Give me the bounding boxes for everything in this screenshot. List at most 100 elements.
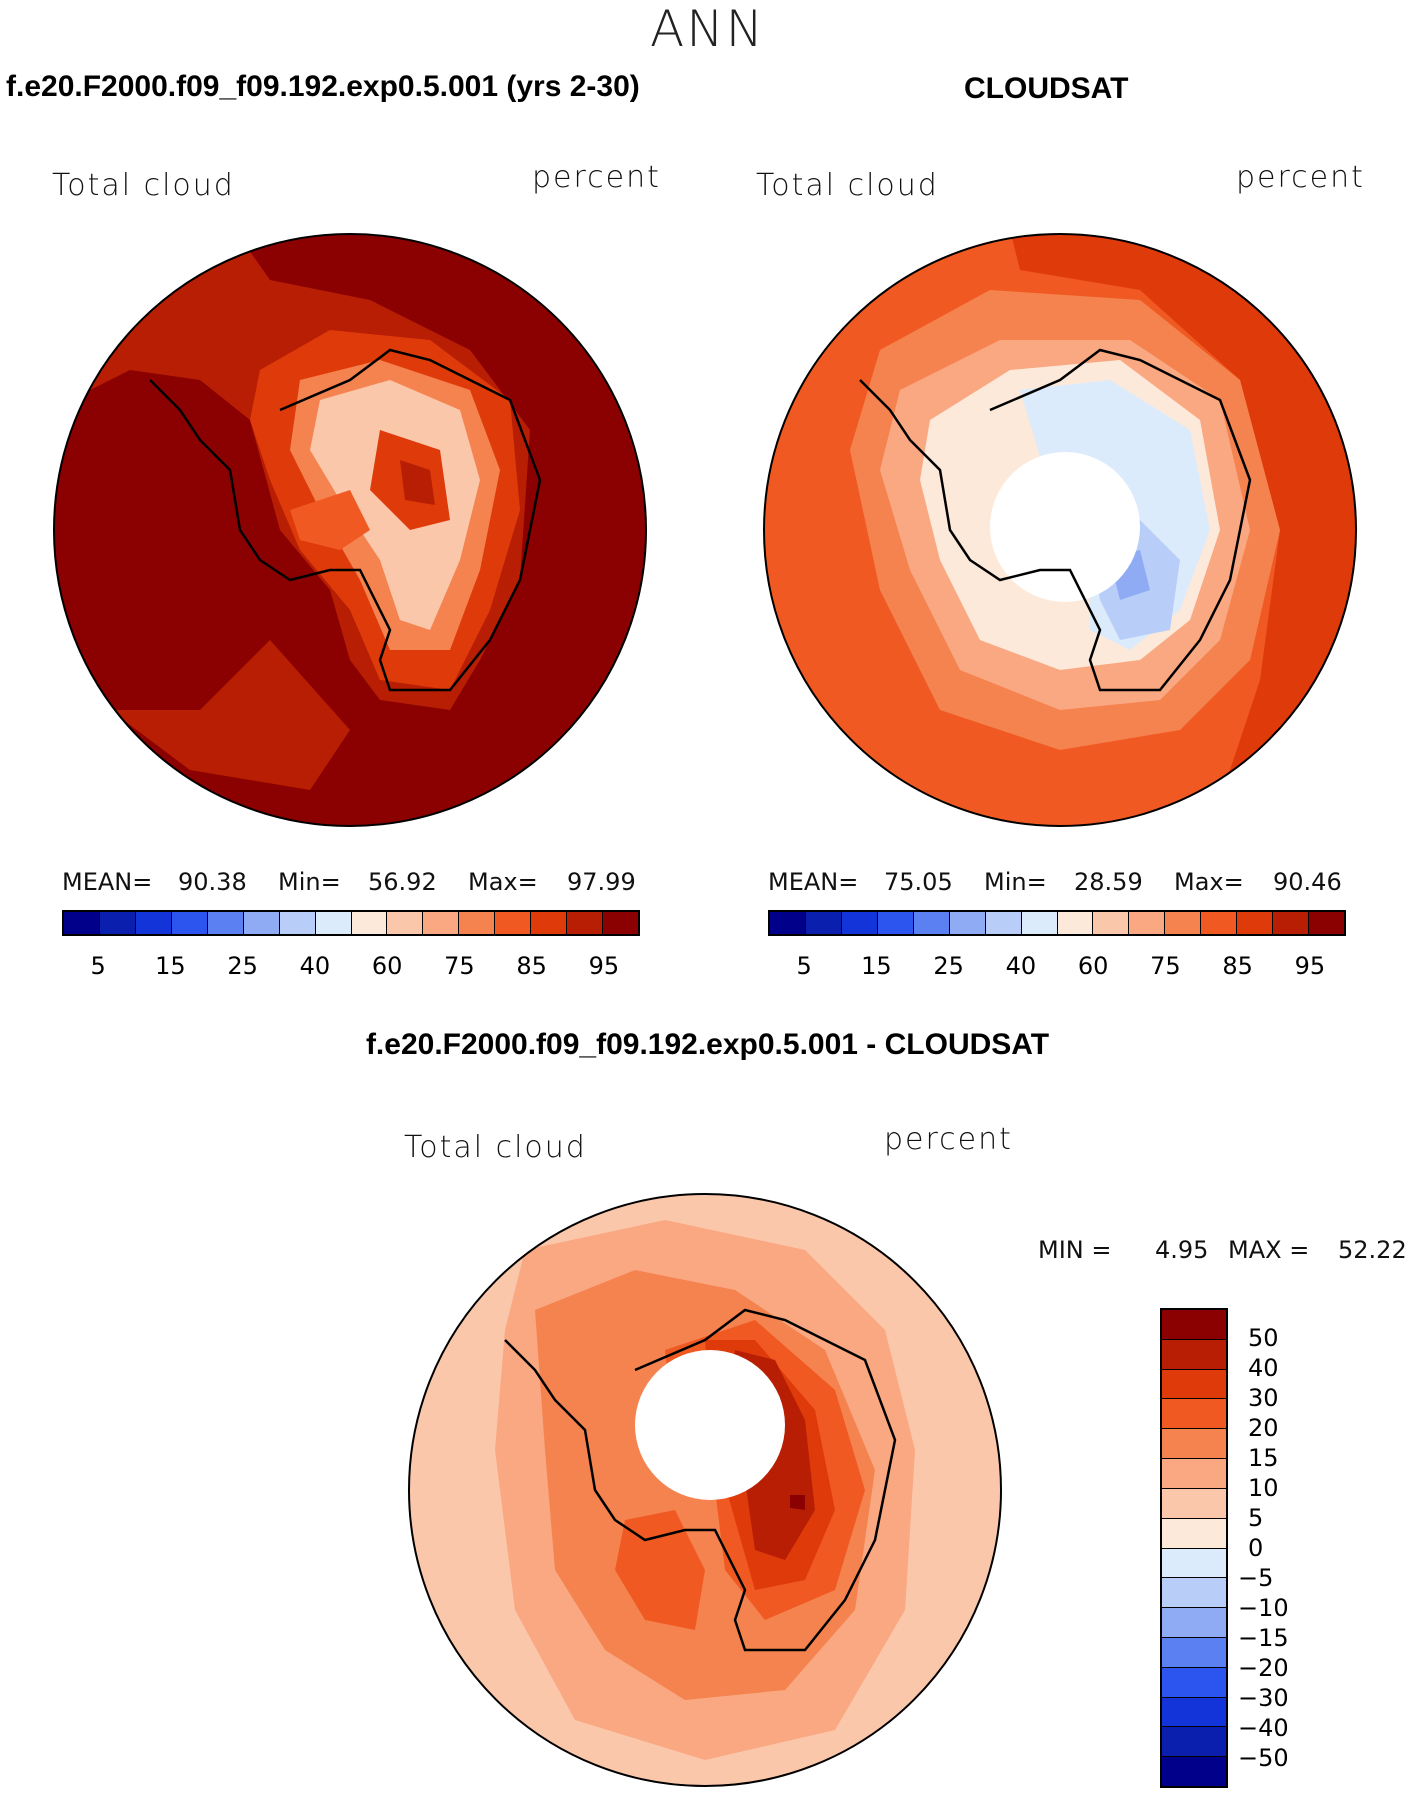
colorbar-tick-label: 0 bbox=[1248, 1534, 1264, 1562]
panel2-mean-value: 75.05 bbox=[884, 868, 953, 896]
panel3-title: f.e20.F2000.f09_f09.192.exp0.5.001 - CLO… bbox=[365, 1028, 1050, 1061]
colorbar-swatch bbox=[877, 912, 914, 934]
panel3-units-label: percent bbox=[884, 1122, 1013, 1157]
cloudsat-total-cloud-map bbox=[763, 233, 1357, 827]
colorbar-tick-label: 40 bbox=[1248, 1354, 1279, 1382]
figure-title: ANN bbox=[649, 0, 765, 58]
colorbar-tick-label: −15 bbox=[1238, 1624, 1289, 1652]
colorbar-swatch bbox=[207, 912, 244, 934]
panel2-min-value: 28.59 bbox=[1074, 868, 1143, 896]
colorbar-tick-label: 75 bbox=[444, 952, 475, 980]
colorbar-swatch bbox=[1162, 1637, 1226, 1668]
difference-total-cloud-map bbox=[408, 1193, 1002, 1787]
colorbar-tick-label: 30 bbox=[1248, 1384, 1279, 1412]
panel1-variable-label: Total cloud bbox=[52, 168, 235, 203]
colorbar-tick-label: 5 bbox=[90, 952, 106, 980]
panel1-min-value: 56.92 bbox=[368, 868, 437, 896]
colorbar-swatch bbox=[770, 912, 806, 934]
colorbar-swatch bbox=[1162, 1369, 1226, 1400]
colorbar-swatch bbox=[1093, 912, 1130, 934]
colorbar-swatch bbox=[423, 912, 460, 934]
panel3-min-label: MIN = bbox=[1038, 1236, 1112, 1264]
colorbar-swatch bbox=[387, 912, 424, 934]
colorbar-swatch bbox=[64, 912, 100, 934]
colorbar-tick-label: 5 bbox=[1248, 1504, 1264, 1532]
colorbar-tick-label: 60 bbox=[371, 952, 403, 980]
panel3-min-value: 4.95 bbox=[1155, 1236, 1209, 1264]
colorbar-tick-label: 25 bbox=[933, 952, 964, 980]
panel1-max-label: Max= bbox=[468, 868, 538, 896]
colorbar-swatch bbox=[171, 912, 208, 934]
panel1-min-label: Min= bbox=[278, 868, 341, 896]
colorbar-swatch bbox=[603, 912, 638, 934]
colorbar-swatch bbox=[1057, 912, 1094, 934]
panel2-variable-label: Total cloud bbox=[756, 168, 939, 203]
panel2-colorbar bbox=[768, 910, 1346, 936]
colorbar-tick-label: −20 bbox=[1238, 1654, 1289, 1682]
colorbar-swatch bbox=[1273, 912, 1310, 934]
colorbar-tick-label: 25 bbox=[227, 952, 258, 980]
colorbar-swatch bbox=[1162, 1310, 1226, 1340]
panel1-mean-value: 90.38 bbox=[178, 868, 247, 896]
model-total-cloud-map bbox=[53, 233, 647, 827]
panel1-mean-label: MEAN= bbox=[62, 868, 153, 896]
panel1-stats: MEAN= 90.38 Min= 56.92 Max= 97.99 bbox=[62, 868, 642, 898]
colorbar-tick-label: −50 bbox=[1238, 1744, 1289, 1772]
panel3-variable-label: Total cloud bbox=[404, 1130, 587, 1165]
colorbar-tick-label: 15 bbox=[1248, 1444, 1279, 1472]
colorbar-swatch bbox=[279, 912, 316, 934]
colorbar-swatch bbox=[1162, 1339, 1226, 1370]
colorbar-swatch bbox=[1165, 912, 1202, 934]
panel2-max-value: 90.46 bbox=[1273, 868, 1342, 896]
colorbar-tick-label: 10 bbox=[1248, 1474, 1279, 1502]
colorbar-swatch bbox=[1162, 1578, 1226, 1609]
colorbar-tick-label: 15 bbox=[861, 952, 892, 980]
colorbar-swatch bbox=[495, 912, 532, 934]
colorbar-tick-label: −40 bbox=[1238, 1714, 1289, 1742]
difference-colorbar-ticks: 50 40 30 20 15 10 5 0 −5 −10 −15 −20 −30 −40 −50 bbox=[1238, 1308, 1338, 1788]
panel2-stats: MEAN= 75.05 Min= 28.59 Max= 90.46 bbox=[768, 868, 1348, 898]
colorbar-swatch bbox=[1162, 1757, 1226, 1786]
colorbar-tick-label: 60 bbox=[1077, 952, 1109, 980]
colorbar-tick-label: −30 bbox=[1238, 1684, 1289, 1712]
colorbar-tick-label: 40 bbox=[299, 952, 331, 980]
panel2-mean-label: MEAN= bbox=[768, 868, 859, 896]
colorbar-swatch bbox=[805, 912, 842, 934]
panel1-colorbar-ticks: 5 15 25 40 60 75 85 95 bbox=[62, 952, 640, 982]
panel1-max-value: 97.99 bbox=[567, 868, 636, 896]
colorbar-tick-label: 50 bbox=[1248, 1324, 1279, 1352]
colorbar-swatch bbox=[1162, 1697, 1226, 1728]
colorbar-swatch bbox=[1162, 1488, 1226, 1519]
panel1-colorbar bbox=[62, 910, 640, 936]
colorbar-tick-label: 5 bbox=[796, 952, 812, 980]
colorbar-tick-label: −5 bbox=[1238, 1564, 1274, 1592]
colorbar-swatch bbox=[459, 912, 496, 934]
colorbar-tick-label: 85 bbox=[1222, 952, 1253, 980]
colorbar-swatch bbox=[1162, 1429, 1226, 1460]
colorbar-swatch bbox=[1237, 912, 1274, 934]
colorbar-tick-label: 95 bbox=[588, 952, 620, 980]
colorbar-swatch bbox=[1162, 1518, 1226, 1549]
colorbar-swatch bbox=[243, 912, 280, 934]
colorbar-swatch bbox=[531, 912, 568, 934]
colorbar-tick-label: 40 bbox=[1005, 952, 1037, 980]
panel2-title: CLOUDSAT bbox=[964, 72, 1129, 105]
panel2-colorbar-ticks: 5 15 25 40 60 75 85 95 bbox=[768, 952, 1346, 982]
colorbar-swatch bbox=[135, 912, 172, 934]
colorbar-swatch bbox=[1162, 1399, 1226, 1430]
colorbar-tick-label: 95 bbox=[1294, 952, 1326, 980]
colorbar-swatch bbox=[99, 912, 136, 934]
colorbar-swatch bbox=[841, 912, 878, 934]
colorbar-swatch bbox=[913, 912, 950, 934]
colorbar-swatch bbox=[949, 912, 986, 934]
colorbar-swatch bbox=[1162, 1667, 1226, 1698]
colorbar-swatch bbox=[1162, 1608, 1226, 1638]
panel1-title: f.e20.F2000.f09_f09.192.exp0.5.001 (yrs … bbox=[6, 70, 640, 103]
colorbar-tick-label: −10 bbox=[1238, 1594, 1289, 1622]
colorbar-swatch bbox=[1162, 1548, 1226, 1579]
colorbar-swatch bbox=[1162, 1727, 1226, 1758]
colorbar-swatch bbox=[1162, 1459, 1226, 1489]
colorbar-swatch bbox=[351, 912, 388, 934]
colorbar-swatch bbox=[1201, 912, 1238, 934]
colorbar-swatch bbox=[985, 912, 1022, 934]
